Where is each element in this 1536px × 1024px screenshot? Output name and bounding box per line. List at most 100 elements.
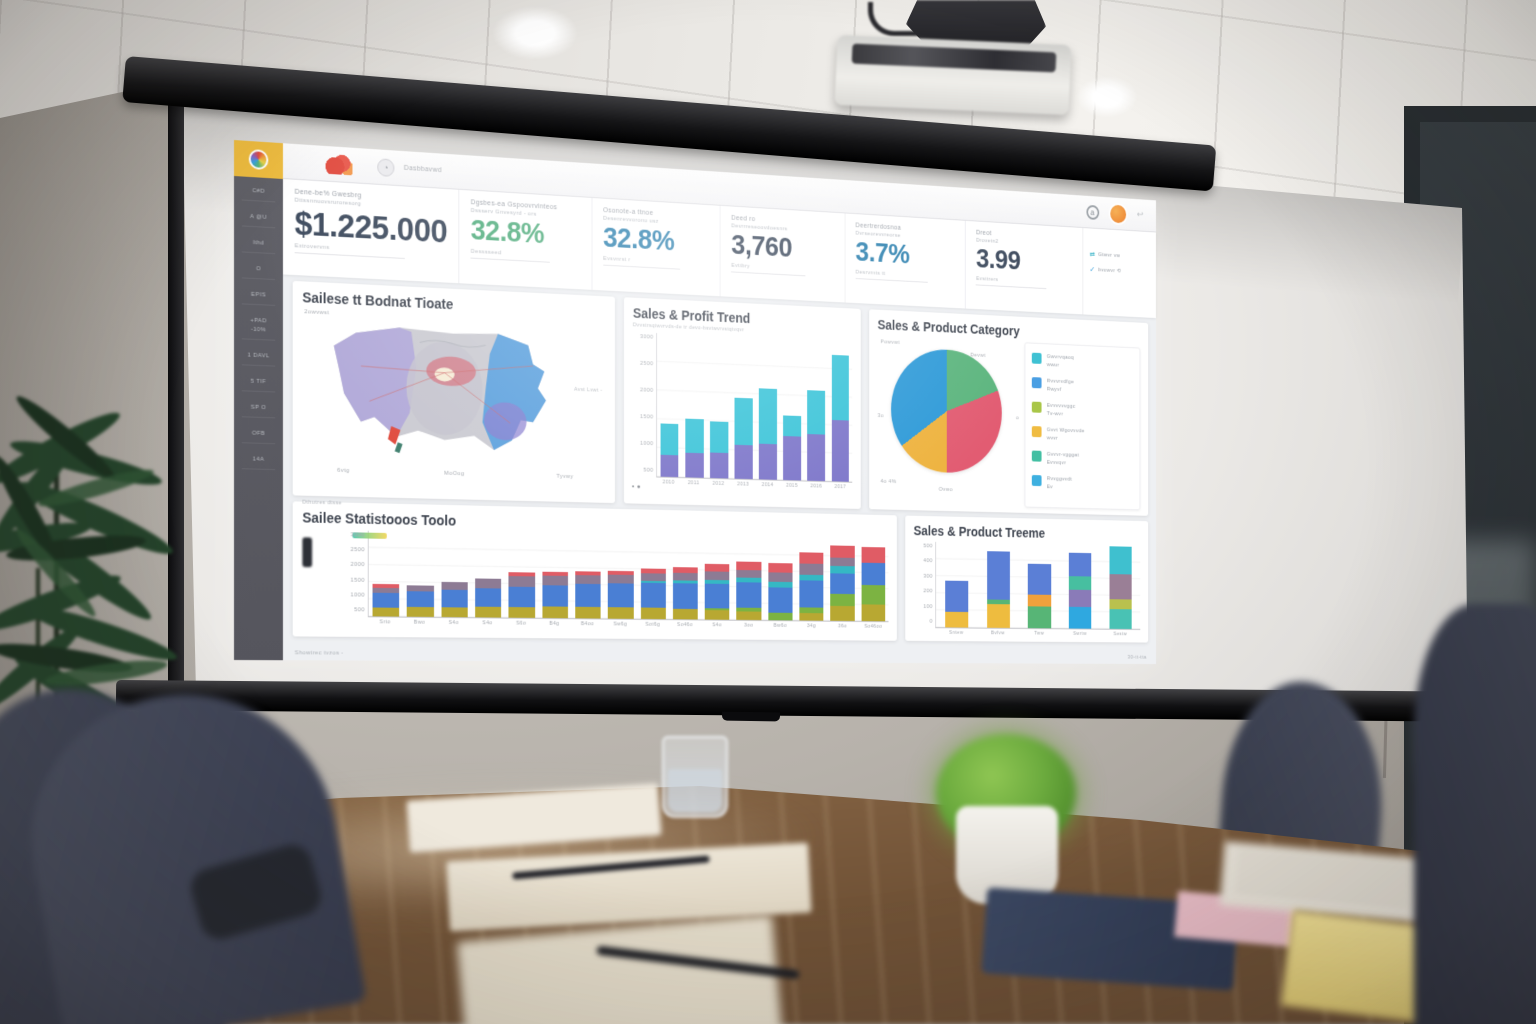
bar-column [858,540,889,622]
bar-segment [758,388,777,445]
pie-label: 4o 4% [880,478,897,485]
bar-segment [640,582,666,608]
bar-segment [768,587,793,613]
y-tick-label: 100 [923,603,933,610]
legend-item[interactable]: Rvvggvvdt Ev [1032,474,1133,494]
stacked-bar [441,532,468,618]
sidebar-item[interactable]: 14A [241,455,276,471]
logo-tile[interactable] [234,139,283,179]
sidebar-item[interactable]: O [241,264,276,281]
map-panel: Sailese tt Bodnat Tioate 2owvwst Avst Lv… [292,280,615,504]
stacked-bar [372,531,400,617]
legend-item[interactable]: Gvvvr-vgggat Evvvqvr [1032,450,1133,470]
x-tick-label: 2014 [761,482,774,489]
stacked-bar [508,533,535,618]
us-choropleth-map[interactable] [302,311,606,470]
bar-column [682,334,707,478]
dashboard-main: Dene-be% Gwesbrg Dttssnnuovsruroresorg $1.… [282,178,1156,664]
bar-column [765,539,796,621]
workspace-icon[interactable]: ◔ [377,157,395,177]
bar-segment [986,604,1010,628]
sidebar-item[interactable]: 1 DAVL [241,351,276,367]
map-axis-label: 2owvwst [304,309,330,317]
x-tick-label: B4g [549,620,560,627]
legend-label-line2: Evvvqvr [1046,460,1067,467]
y-tick-label: 500 [354,607,365,614]
undo-icon[interactable]: ↩ [1136,209,1144,221]
bar-segment [575,583,601,607]
legend-item[interactable]: Rvvvrvdfge Rwyvf [1032,377,1133,397]
sidebar-item[interactable]: Ithd [241,238,276,255]
bar-segment [758,443,777,480]
legend-item[interactable]: Gwvrvqaoq wwur [1032,352,1133,374]
table-plant-pot [956,806,1058,904]
bar-segment [542,585,568,607]
bar-segment [542,575,568,586]
trend-panel: Sales & Profit Trend Dvvstrsqtwvrvds-de … [623,297,861,509]
kpi-widget-row[interactable]: ⇄ Gtwvr vw [1090,250,1150,262]
pie-chart[interactable] [891,347,1002,475]
widget-label: bvowvr ⟲ [1098,267,1122,275]
stacked-bar [799,539,824,621]
legend-label-line2: wwur [1046,362,1060,369]
x-tick-label: 34g [806,623,816,629]
bar-segment [475,588,502,607]
x-tick-label: Srto [379,619,391,626]
x-tick-label: 36o [838,623,847,630]
x-tick-label: 2013 [737,481,750,488]
x-tick-label: Sestw [1113,631,1127,638]
y-tick-label: 1000 [350,592,365,599]
kpi-card: Dreot Drovetn2 3.99 Evsttrers [966,220,1084,315]
stacked-bar [758,338,777,480]
bar-column [756,337,780,480]
footer-left-text: Showtrec tvzos - [294,650,344,657]
legend-item[interactable]: Gvvt Wgovvvde wvvr [1032,426,1133,446]
sidebar-item[interactable]: +PAD -10% [241,316,276,341]
sidebar-item[interactable]: EPIS [241,290,276,306]
mention-icon[interactable]: a [1086,204,1099,220]
screen-pull-tab[interactable] [721,711,781,722]
stacked-bar [406,531,434,617]
bar-segment [542,606,568,619]
sidebar-item[interactable]: SP O [241,403,276,419]
sidebar-item[interactable]: OFB [241,429,276,445]
sidebar-item[interactable]: 5 TIF [241,377,276,393]
bar-segment [475,606,502,618]
bar-segment [372,607,400,617]
pie-panel: Sales & Product Category Powvwt Devwt o Ovw… [869,309,1149,516]
bar-segment [736,611,762,621]
bar-column [1100,545,1140,630]
kpi-widget-row[interactable]: ✓ bvowvr ⟲ [1090,265,1150,276]
x-tick-label: S4o [448,619,459,626]
bar-segment [709,452,729,479]
sidebar-item[interactable]: A @U [241,212,276,229]
treeme-chart[interactable]: 500 400 300 200 100 0 Sntew Bvfvw Tww Swrtw Sestw [914,541,1141,638]
stats-chart[interactable]: 3000 2500 2000 1500 1000 500 Srto Bwo S4o S4o S6o B… [343,530,889,630]
bar-segment [1109,573,1132,600]
bar-segment [945,580,969,613]
bar-segment [508,606,535,618]
legend-swatch [1032,474,1042,487]
bar-segment [1109,546,1132,575]
bar-segment [1028,564,1051,595]
legend-label-line2: Ev [1046,484,1053,491]
x-tick-label: Sot6g [645,621,660,628]
bar-segment [831,354,850,421]
stacked-bar [734,337,753,480]
kpi-footnote: Evttbry [731,262,806,277]
legend-item[interactable]: Evvvvvvggc Tv-wvr [1032,401,1133,422]
widget-label: Gtwvr vw [1098,251,1121,259]
x-tick-label: 2012 [712,480,725,487]
sidebar-item[interactable]: C#D [241,186,276,203]
bar-segment [406,591,434,607]
y-tick-label: 3000 [350,532,365,539]
user-avatar[interactable] [1109,204,1126,224]
stacked-bar [704,537,730,620]
y-tick-label: 3000 [640,334,654,341]
stacked-bar [672,537,698,620]
bar-column [505,533,538,618]
bar-column [572,535,605,619]
bar-segment [1068,606,1092,629]
trend-chart[interactable]: 3000 2500 2000 1500 1000 500 2010 2011 2012 2013 2… [633,332,853,490]
widget-icon: ⇄ [1089,249,1095,259]
